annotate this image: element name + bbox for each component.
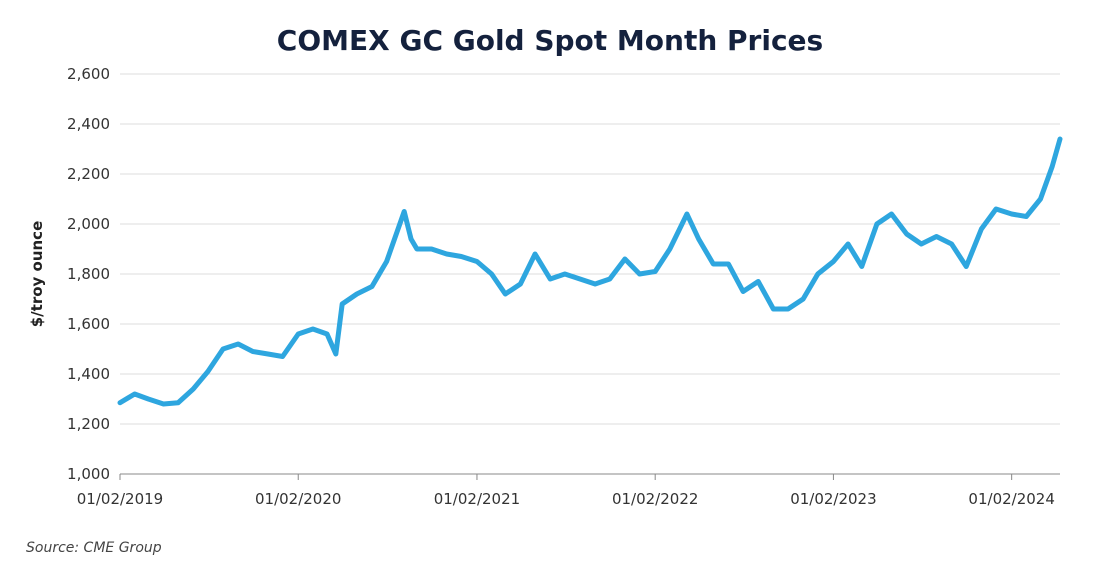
x-tick-label: 01/02/2020 (255, 490, 341, 508)
x-tick-label: 01/02/2023 (790, 490, 876, 508)
y-tick-label: 1,600 (67, 315, 110, 333)
x-tick-label: 01/02/2021 (434, 490, 520, 508)
source-note: Source: CME Group (26, 540, 162, 556)
x-tick-label: 01/02/2024 (968, 490, 1054, 508)
y-tick-label: 2,400 (67, 115, 110, 133)
y-tick-label: 2,600 (67, 65, 110, 83)
x-tick-label: 01/02/2019 (77, 490, 163, 508)
price-line (117, 136, 1063, 407)
chart-title: COMEX GC Gold Spot Month Prices (277, 24, 823, 57)
y-tick-label: 2,200 (67, 165, 110, 183)
y-tick-label: 1,800 (67, 265, 110, 283)
y-tick-label: 2,000 (67, 215, 110, 233)
y-tick-label: 1,400 (67, 365, 110, 383)
y-tick-label: 1,200 (67, 415, 110, 433)
y-axis-label: $/troy ounce (28, 221, 46, 328)
x-tick-label: 01/02/2022 (612, 490, 698, 508)
y-tick-label: 1,000 (67, 465, 110, 483)
